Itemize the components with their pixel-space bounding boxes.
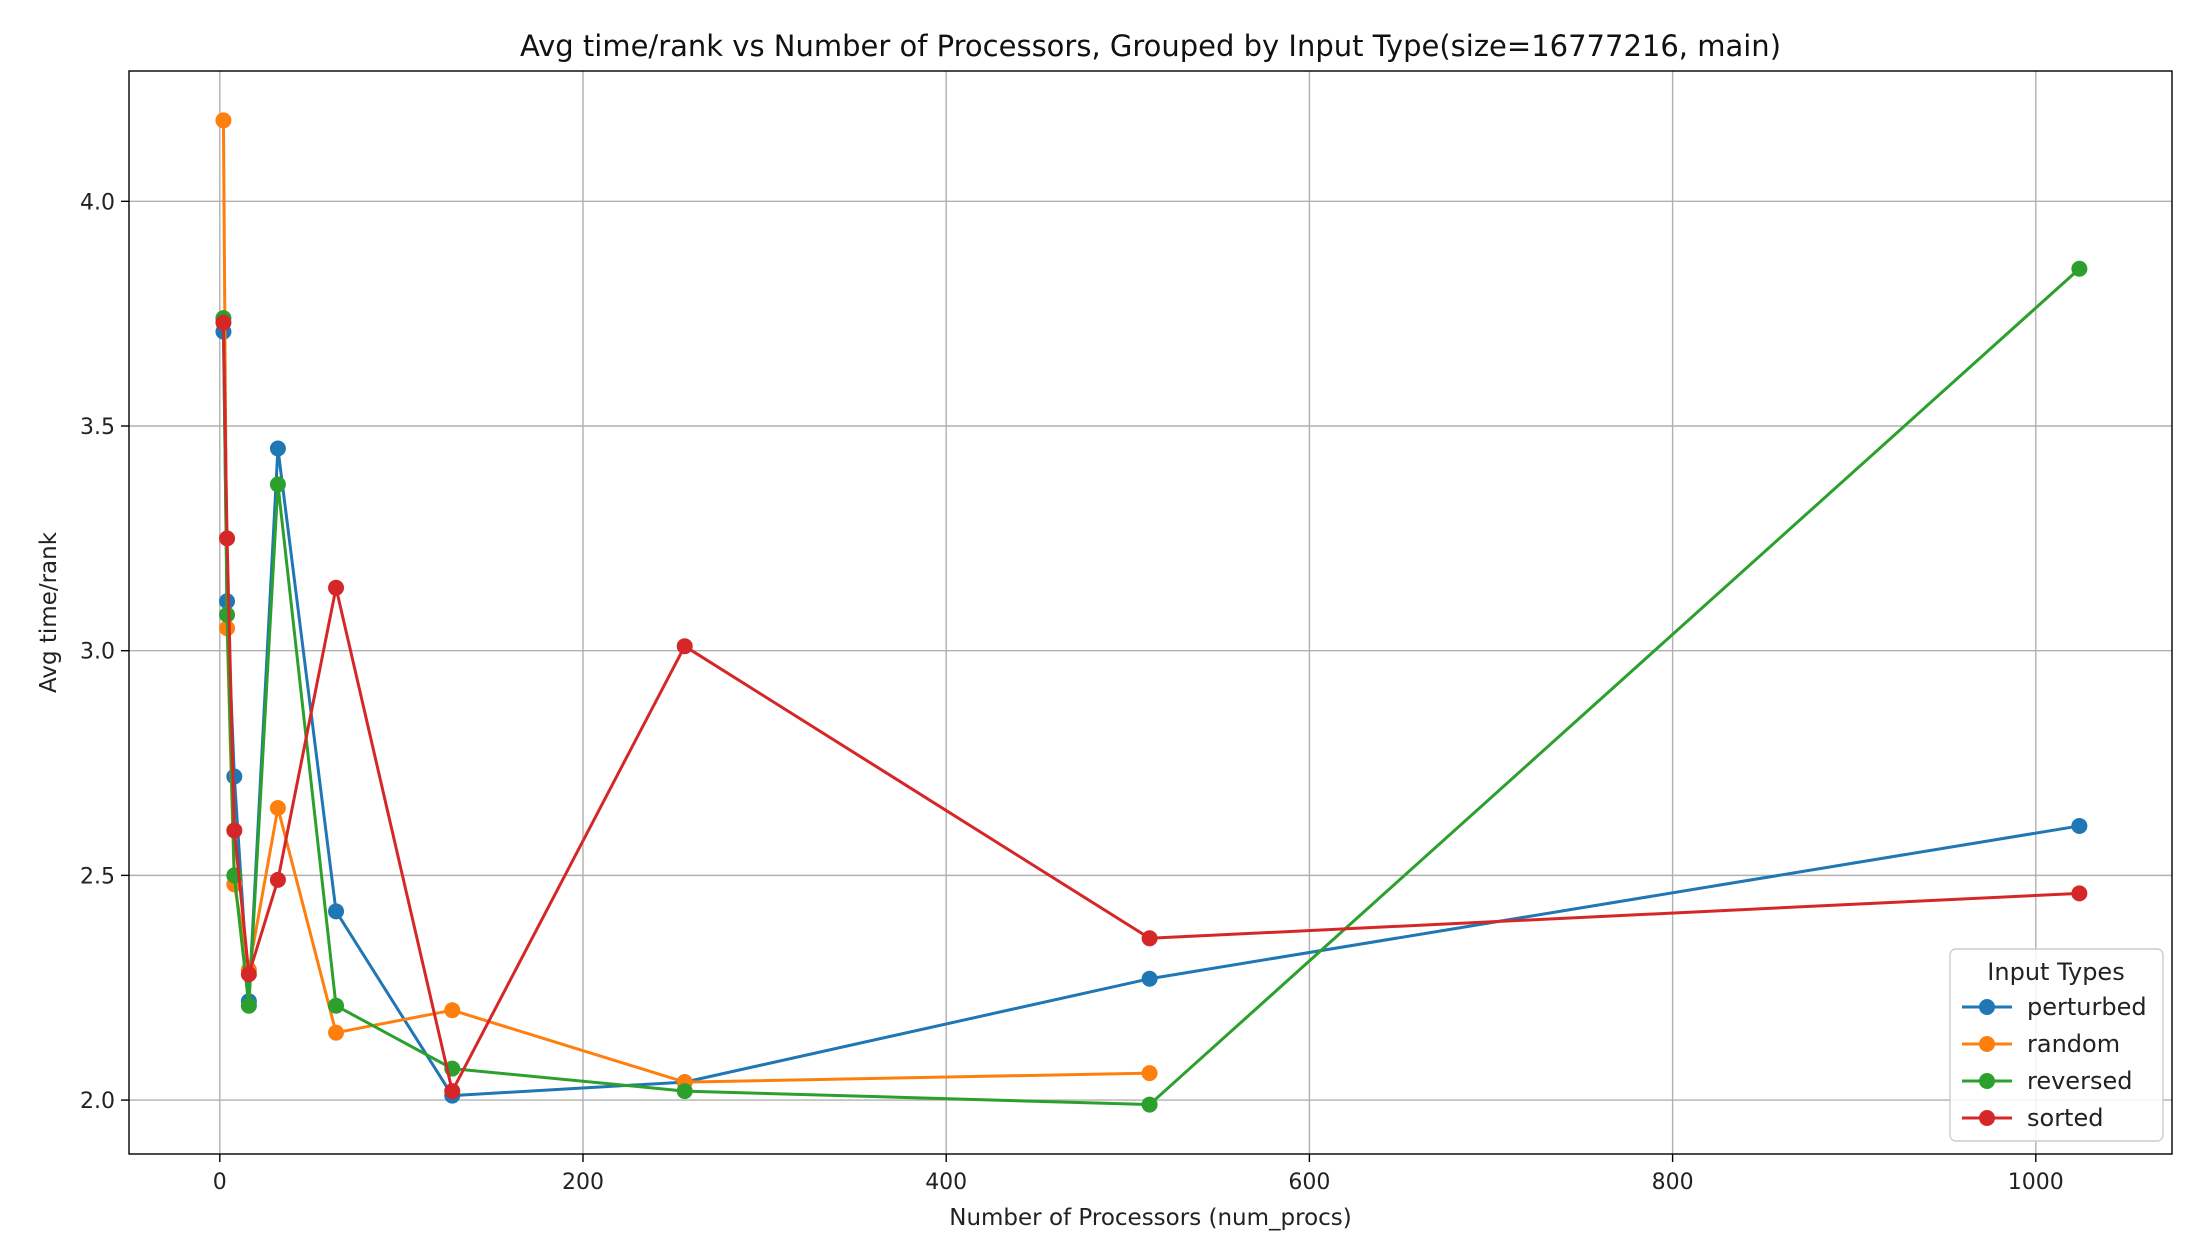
x-tick-label: 200 (562, 1170, 604, 1195)
y-tick-label: 3.5 (80, 415, 115, 440)
y-tick-label: 2.5 (80, 864, 115, 889)
data-point-sorted (444, 1083, 461, 1100)
data-point-random (444, 1002, 461, 1019)
data-point-reversed (1141, 1096, 1158, 1113)
data-point-perturbed (2071, 817, 2088, 834)
x-tick-label: 600 (1288, 1170, 1330, 1195)
data-point-reversed (240, 997, 257, 1014)
series-line-random (221, 120, 1150, 1084)
legend-entry-perturbed: perturbed (1962, 993, 2147, 1021)
data-point-sorted (328, 579, 345, 596)
data-point-reversed (2071, 260, 2088, 277)
data-point-perturbed (328, 903, 345, 920)
legend-marker (1979, 1073, 1995, 1089)
data-point-sorted (215, 314, 232, 331)
chart-title: Avg time/rank vs Number of Processors, G… (520, 29, 1781, 63)
legend-label: sorted (2027, 1104, 2103, 1132)
legend-marker (1979, 1036, 1995, 1052)
plot-frame (128, 70, 2173, 1155)
data-point-sorted (269, 871, 286, 888)
data-point-random (1141, 1065, 1158, 1082)
data-point-random (215, 112, 232, 129)
series-reversed (215, 260, 2088, 1113)
data-point-sorted (1141, 930, 1158, 947)
y-tick-label: 3.0 (80, 640, 115, 665)
legend-label: perturbed (2027, 993, 2147, 1021)
series-line-sorted (221, 322, 2080, 1093)
data-point-random (269, 799, 286, 816)
legend-entry-reversed: reversed (1962, 1067, 2132, 1095)
data-point-perturbed (1141, 970, 1158, 987)
series-line-reversed (221, 267, 2081, 1107)
data-point-reversed (219, 606, 236, 623)
x-tick-label: 800 (1652, 1170, 1694, 1195)
legend-marker (1979, 999, 1995, 1015)
data-point-reversed (269, 476, 286, 493)
data-point-sorted (2071, 885, 2088, 902)
legend-marker (1979, 1110, 1995, 1126)
legend-label: random (2027, 1030, 2120, 1058)
legend-entries: perturbed random reversed sorted (1962, 993, 2147, 1132)
x-tick-label: 1000 (2008, 1170, 2064, 1195)
data-point-sorted (219, 530, 236, 547)
data-point-sorted (676, 638, 693, 655)
legend-entry-sorted: sorted (1962, 1104, 2103, 1132)
series-sorted (215, 314, 2088, 1100)
y-tick-label: 2.0 (80, 1089, 115, 1114)
data-point-reversed (676, 1083, 693, 1100)
series-lines (215, 112, 2088, 1113)
legend-box (1949, 948, 2164, 1142)
data-point-random (328, 1024, 345, 1041)
data-point-perturbed (269, 440, 286, 457)
legend: Input Types perturbed random reversed sorte… (1949, 948, 2164, 1142)
x-tick-label: 0 (213, 1170, 227, 1195)
data-point-sorted (226, 822, 243, 839)
legend-title: Input Types (1987, 958, 2124, 986)
axis-ticks: 0 200 400 600 800 1000 2.0 2.5 3.0 3.5 4.0 (80, 190, 2064, 1195)
y-axis-label: Avg time/rank (36, 531, 62, 693)
y-tick-label: 4.0 (80, 190, 115, 215)
x-tick-label: 400 (925, 1170, 967, 1195)
data-point-sorted (240, 966, 257, 983)
grid (129, 71, 2172, 1154)
data-point-reversed (328, 997, 345, 1014)
x-axis-label: Number of Processors (num_procs) (949, 1205, 1352, 1231)
series-perturbed (215, 323, 2088, 1104)
legend-label: reversed (2027, 1067, 2132, 1095)
legend-entry-random: random (1962, 1030, 2120, 1058)
